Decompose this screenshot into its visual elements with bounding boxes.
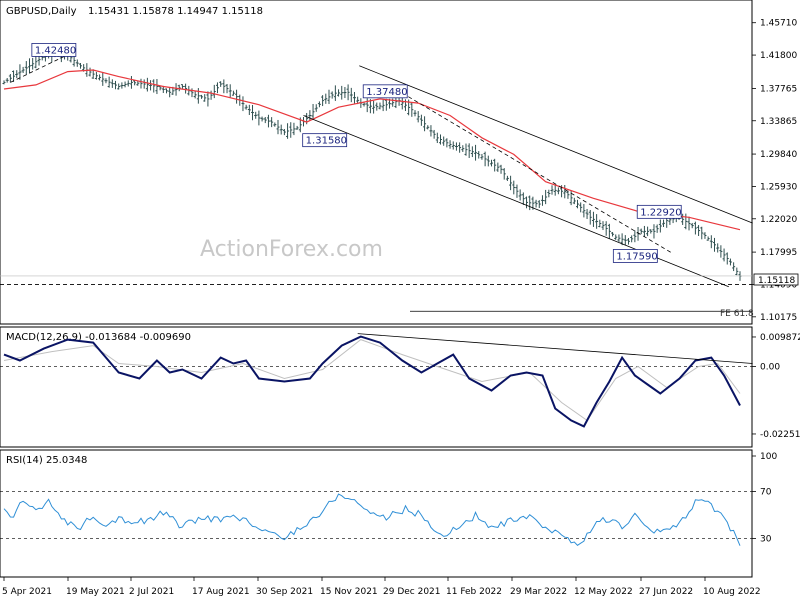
y-tick-label: 1.45710 — [760, 19, 797, 29]
macd-panel — [0, 326, 753, 448]
y-tick-label: 1.22020 — [760, 215, 797, 225]
rsi-header: RSI(14) 25.0348 — [6, 455, 87, 466]
x-tick-label: 17 Aug 2021 — [192, 587, 250, 597]
price-label: 1.22920 — [640, 207, 681, 218]
price-header-symbol: GBPUSD,Daily — [6, 6, 77, 17]
x-tick-label: 2 Jul 2021 — [129, 587, 174, 597]
price-label-box — [302, 133, 348, 148]
x-tick-label: 29 Mar 2022 — [510, 587, 567, 597]
y-tick-label: 1.29840 — [760, 150, 797, 160]
x-tick-label: 12 May 2022 — [574, 587, 633, 597]
macd-tick-label: 0.009872 — [760, 333, 800, 343]
x-tick-label: 30 Sep 2021 — [256, 587, 313, 597]
price-label: 1.42480 — [35, 45, 76, 56]
moving-average-line — [3, 69, 741, 231]
macd-layer: 0.009872 0.00 -0.022516 — [0, 333, 800, 440]
price-panel — [0, 0, 753, 325]
y-tick-label: 1.37765 — [760, 84, 797, 94]
macd-signal-line — [3, 339, 741, 422]
rsi-tick-label: 70 — [760, 487, 772, 497]
watermark: ActionForex.com — [200, 237, 383, 262]
price-label-box — [31, 43, 77, 57]
rsi-panel — [0, 449, 753, 578]
last-price-box — [753, 273, 799, 286]
y-tick-label: 1.10175 — [760, 313, 797, 323]
y-tick-label: 1.17995 — [760, 248, 797, 258]
y-tick-label: 1.14090 — [760, 280, 797, 290]
price-label-box — [636, 204, 682, 219]
y-tick-label: 1.25930 — [760, 182, 797, 192]
dashed-trend-line — [10, 50, 76, 83]
x-tick-label: 10 Aug 2022 — [703, 587, 761, 597]
x-tick-label: 15 Nov 2021 — [320, 587, 378, 597]
price-label: 1.17590 — [616, 251, 657, 262]
price-label-box — [612, 249, 658, 263]
x-tick-label: 5 Apr 2021 — [2, 587, 52, 597]
rsi-layer: 100 70 30 — [0, 452, 777, 546]
rsi-line — [3, 493, 741, 546]
rsi-tick-label: 30 — [760, 535, 772, 545]
rsi-tick-label: 100 — [760, 452, 777, 462]
macd-tick-label: -0.022516 — [760, 430, 800, 440]
price-lines — [0, 50, 753, 312]
x-tick-label: 29 Dec 2021 — [383, 587, 441, 597]
macd-tick-label: 0.00 — [760, 363, 780, 373]
last-price-label: 1.15118 — [758, 276, 795, 286]
price-labels: 1.42480 1.37480 1.31580 1.22920 1.17590 — [31, 43, 682, 263]
y-tick-label: 1.33865 — [760, 117, 797, 127]
x-axis: 5 Apr 2021 19 May 2021 2 Jul 2021 17 Aug 20… — [2, 577, 761, 597]
price-label-box — [362, 84, 408, 99]
price-label: 1.31580 — [306, 136, 347, 147]
dashed-trend-line-2 — [402, 92, 674, 255]
channel-lower-line — [303, 115, 729, 288]
price-label: 1.37480 — [366, 87, 407, 98]
price-header-ohlc: 1.15431 1.15878 1.14947 1.15118 — [88, 6, 263, 17]
macd-trend-line — [357, 333, 753, 364]
x-tick-label: 19 May 2021 — [66, 587, 125, 597]
fe-label: FE 61.8 — [720, 309, 754, 319]
macd-header: MACD(12,26,9) -0.013684 -0.009690 — [6, 332, 191, 343]
x-tick-label: 27 Jun 2022 — [639, 587, 693, 597]
y-tick-label: 1.41800 — [760, 51, 797, 61]
macd-line — [3, 335, 741, 428]
channel-upper-line — [359, 65, 753, 224]
x-tick-label: 11 Feb 2022 — [446, 587, 502, 597]
price-y-axis: 1.45710 1.41800 1.37765 1.33865 1.29840 1.259… — [752, 19, 797, 323]
